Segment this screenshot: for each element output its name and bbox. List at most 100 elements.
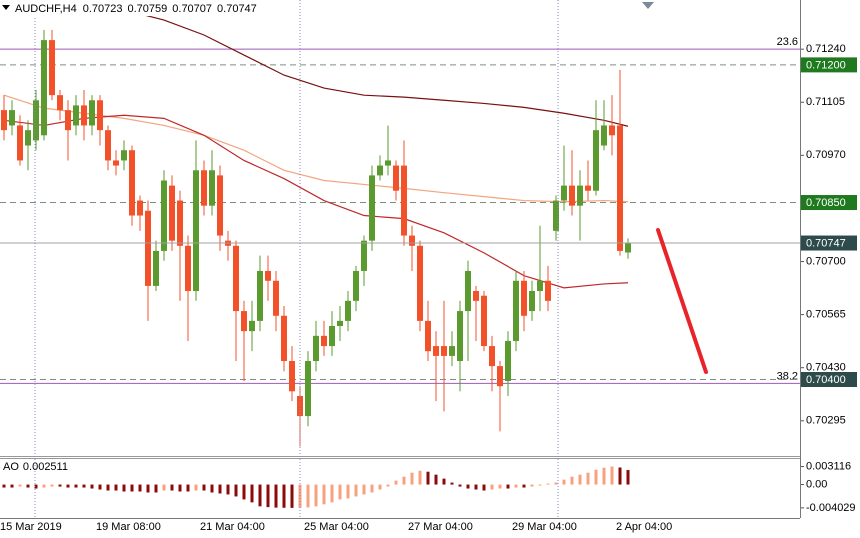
oscillator-bar	[146, 484, 150, 493]
level-label: 0.71200	[806, 59, 846, 71]
candle-body	[129, 150, 135, 216]
oscillator-bar	[234, 484, 238, 497]
candle-body	[241, 311, 247, 332]
level-label: 0.70850	[806, 197, 846, 209]
oscillator-name: AO	[3, 461, 19, 473]
y-tick-label: 0.71240	[806, 43, 846, 55]
oscillator-tick-label: 0.003116	[806, 460, 851, 472]
oscillator-bar	[258, 484, 262, 507]
oscillator-bar	[82, 484, 86, 488]
candle-body	[273, 280, 279, 316]
candle-body	[489, 346, 495, 367]
candle-body	[201, 170, 207, 206]
oscillator-bar	[306, 484, 310, 508]
oscillator-bar	[554, 482, 558, 485]
oscillator-bar	[442, 478, 446, 485]
oscillator-bar	[154, 484, 158, 493]
candle-body	[9, 110, 15, 126]
x-tick-label: 15 Mar 2019	[0, 521, 62, 533]
x-tick-label: 27 Mar 04:00	[408, 521, 473, 533]
oscillator-bar	[370, 484, 374, 493]
oscillator-bar	[482, 484, 486, 491]
level-box	[801, 195, 857, 211]
candle-body	[321, 335, 327, 347]
candle-body	[417, 245, 423, 321]
oscillator-bar	[218, 484, 222, 494]
candle-body	[601, 125, 607, 146]
oscillator-bar	[210, 484, 214, 493]
oscillator-bar	[18, 484, 22, 487]
oscillator-bar	[522, 484, 526, 488]
oscillator-bar	[74, 484, 78, 488]
candle-body	[89, 100, 95, 126]
oscillator-bar	[162, 484, 166, 491]
shift-marker	[642, 2, 654, 9]
candle-body	[585, 185, 591, 191]
y-tick-label: 0.71105	[806, 96, 845, 108]
candle-body	[185, 245, 191, 292]
oscillator-bar	[354, 484, 358, 497]
oscillator-bar	[178, 484, 182, 492]
y-tick-label: 0.70700	[806, 255, 846, 267]
oscillator-bar	[138, 484, 142, 492]
oscillator-bar	[458, 484, 462, 487]
oscillator-bar	[538, 484, 542, 486]
candle-body	[393, 165, 399, 191]
candle-body	[449, 346, 455, 356]
oscillator-bar	[314, 484, 318, 507]
high: 0.70759	[128, 3, 168, 15]
oscillator-bar	[186, 484, 190, 492]
oscillator-tick-label: 0.00	[806, 478, 827, 490]
oscillator-bar	[290, 484, 294, 508]
y-tick-label: 0.70565	[806, 309, 846, 321]
candle-body	[97, 100, 103, 131]
level-label: 0.70400	[806, 374, 846, 386]
candle-body	[545, 280, 551, 301]
candle-body	[505, 340, 511, 382]
oscillator-bar	[50, 484, 54, 487]
x-tick-label: 25 Mar 04:00	[304, 521, 369, 533]
candle-body	[281, 315, 287, 362]
oscillator-bar	[42, 484, 46, 488]
oscillator-bar	[266, 484, 270, 508]
candle-body	[209, 170, 215, 206]
candle-body	[569, 185, 575, 206]
level-box	[801, 371, 857, 387]
oscillator-bar	[282, 484, 286, 508]
candle-body	[625, 243, 631, 253]
oscillator-bar	[322, 484, 326, 505]
oscillator-bar	[298, 484, 302, 508]
moving-average	[3, 114, 629, 289]
oscillator-bar	[346, 484, 350, 499]
oscillator-bar	[386, 484, 390, 487]
oscillator-bar	[570, 476, 574, 485]
oscillator-bar	[90, 484, 94, 489]
moving-average	[67, 1, 629, 127]
header: AUDCHF,H4 0.70723 0.70759 0.70707 0.70747	[15, 3, 257, 15]
oscillator-bar	[514, 484, 518, 488]
oscillator-bar	[194, 484, 198, 491]
candle-body	[73, 105, 79, 126]
candle-body	[1, 110, 7, 131]
candle-body	[521, 280, 527, 316]
candle-body	[137, 200, 143, 216]
candle-body	[153, 250, 159, 286]
x-tick-label: 29 Mar 04:00	[512, 521, 577, 533]
candle-body	[57, 95, 63, 111]
candle-body	[177, 200, 183, 246]
candle-body	[457, 311, 463, 362]
oscillator-bar	[274, 484, 278, 508]
oscillator-bar	[2, 484, 6, 488]
oscillator-bar	[498, 484, 502, 489]
oscillator-bar	[394, 480, 398, 485]
candle-body	[353, 270, 359, 301]
oscillator-value: 0.002511	[23, 461, 68, 473]
candle-body	[305, 361, 311, 417]
candle-body	[609, 125, 615, 136]
oscillator-bar	[202, 484, 206, 491]
oscillator-bar	[170, 484, 174, 491]
candle-body	[481, 295, 487, 347]
